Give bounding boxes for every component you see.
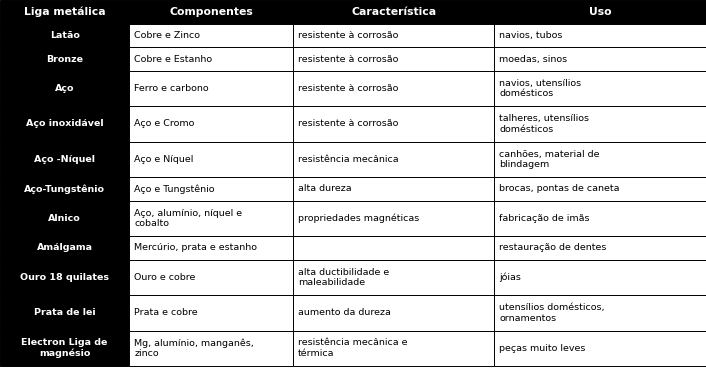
Bar xyxy=(0,236,129,260)
Text: Aço inoxidável: Aço inoxidável xyxy=(26,120,103,128)
Text: Prata e cobre: Prata e cobre xyxy=(134,308,198,317)
Text: Aço e Cromo: Aço e Cromo xyxy=(134,120,195,128)
Text: Alnico: Alnico xyxy=(48,214,81,223)
Text: talheres, utensílios
domésticos: talheres, utensílios domésticos xyxy=(499,114,589,134)
Text: Latão: Latão xyxy=(49,31,80,40)
Text: Cobre e Estanho: Cobre e Estanho xyxy=(134,54,213,64)
Text: brocas, pontas de caneta: brocas, pontas de caneta xyxy=(499,184,620,194)
Text: resistente à corrosão: resistente à corrosão xyxy=(298,84,398,93)
Bar xyxy=(129,0,293,24)
Bar xyxy=(293,47,494,71)
Text: Aço: Aço xyxy=(55,84,74,93)
Bar xyxy=(0,295,129,330)
Bar xyxy=(0,47,129,71)
Text: Mg, alumínio, manganês,
zinco: Mg, alumínio, manganês, zinco xyxy=(134,338,254,359)
Text: aumento da dureza: aumento da dureza xyxy=(298,308,391,317)
Text: Componentes: Componentes xyxy=(169,7,253,17)
Text: Aço-Tungstênio: Aço-Tungstênio xyxy=(24,184,105,194)
Text: Cobre e Zinco: Cobre e Zinco xyxy=(134,31,200,40)
Bar xyxy=(494,330,706,366)
Text: Electron Liga de
magnésio: Electron Liga de magnésio xyxy=(21,338,108,359)
Bar xyxy=(494,71,706,106)
Bar xyxy=(129,236,293,260)
Bar xyxy=(293,24,494,47)
Bar xyxy=(293,71,494,106)
Text: jóias: jóias xyxy=(499,273,521,282)
Text: canhões, material de
blindagem: canhões, material de blindagem xyxy=(499,149,599,169)
Bar xyxy=(129,106,293,142)
Bar xyxy=(129,71,293,106)
Text: resistência mecânica: resistência mecânica xyxy=(298,155,399,164)
Text: Mercúrio, prata e estanho: Mercúrio, prata e estanho xyxy=(134,243,257,252)
Bar xyxy=(0,0,129,24)
Text: alta dureza: alta dureza xyxy=(298,184,352,194)
Text: alta ductibilidade e
maleabilidade: alta ductibilidade e maleabilidade xyxy=(298,268,389,287)
Bar xyxy=(494,0,706,24)
Bar xyxy=(0,142,129,177)
Bar xyxy=(293,177,494,201)
Text: resistente à corrosão: resistente à corrosão xyxy=(298,120,398,128)
Text: Aço e Tungstênio: Aço e Tungstênio xyxy=(134,184,215,194)
Text: resistente à corrosão: resistente à corrosão xyxy=(298,54,398,64)
Bar xyxy=(129,201,293,236)
Bar xyxy=(293,142,494,177)
Bar xyxy=(293,330,494,366)
Text: fabricação de imãs: fabricação de imãs xyxy=(499,214,590,223)
Text: Prata de lei: Prata de lei xyxy=(34,308,95,317)
Text: Ouro e cobre: Ouro e cobre xyxy=(134,273,196,282)
Bar xyxy=(494,142,706,177)
Bar xyxy=(0,71,129,106)
Bar xyxy=(129,260,293,295)
Text: peças muito leves: peças muito leves xyxy=(499,344,585,353)
Bar xyxy=(293,0,494,24)
Bar xyxy=(129,330,293,366)
Bar xyxy=(0,330,129,366)
Bar xyxy=(494,201,706,236)
Text: navios, utensílios
domésticos: navios, utensílios domésticos xyxy=(499,79,581,98)
Bar xyxy=(293,260,494,295)
Text: Aço, alumínio, níquel e
cobalto: Aço, alumínio, níquel e cobalto xyxy=(134,209,242,228)
Text: Uso: Uso xyxy=(589,7,611,17)
Text: resistente à corrosão: resistente à corrosão xyxy=(298,31,398,40)
Text: Aço -Níquel: Aço -Níquel xyxy=(34,155,95,164)
Bar xyxy=(293,295,494,330)
Bar xyxy=(0,24,129,47)
Text: restauração de dentes: restauração de dentes xyxy=(499,243,606,252)
Bar xyxy=(0,201,129,236)
Text: Aço e Níquel: Aço e Níquel xyxy=(134,155,193,164)
Bar xyxy=(494,47,706,71)
Bar xyxy=(129,24,293,47)
Text: resistência mecânica e
térmica: resistência mecânica e térmica xyxy=(298,339,407,358)
Bar xyxy=(293,106,494,142)
Bar xyxy=(0,106,129,142)
Text: Liga metálica: Liga metálica xyxy=(24,7,105,17)
Bar xyxy=(494,260,706,295)
Bar xyxy=(129,142,293,177)
Bar xyxy=(0,260,129,295)
Text: propriedades magnéticas: propriedades magnéticas xyxy=(298,213,419,223)
Text: navios, tubos: navios, tubos xyxy=(499,31,563,40)
Bar xyxy=(129,177,293,201)
Bar xyxy=(494,295,706,330)
Bar xyxy=(293,201,494,236)
Bar xyxy=(0,177,129,201)
Text: Ouro 18 quilates: Ouro 18 quilates xyxy=(20,273,109,282)
Text: Bronze: Bronze xyxy=(46,54,83,64)
Text: Ferro e carbono: Ferro e carbono xyxy=(134,84,209,93)
Bar xyxy=(494,106,706,142)
Text: Amálgama: Amálgama xyxy=(37,243,92,252)
Bar xyxy=(129,295,293,330)
Bar xyxy=(494,24,706,47)
Bar xyxy=(494,177,706,201)
Bar xyxy=(293,236,494,260)
Bar xyxy=(494,236,706,260)
Text: Característica: Característica xyxy=(351,7,436,17)
Text: moedas, sinos: moedas, sinos xyxy=(499,54,567,64)
Text: utensílios domésticos,
ornamentos: utensílios domésticos, ornamentos xyxy=(499,303,604,323)
Bar xyxy=(129,47,293,71)
